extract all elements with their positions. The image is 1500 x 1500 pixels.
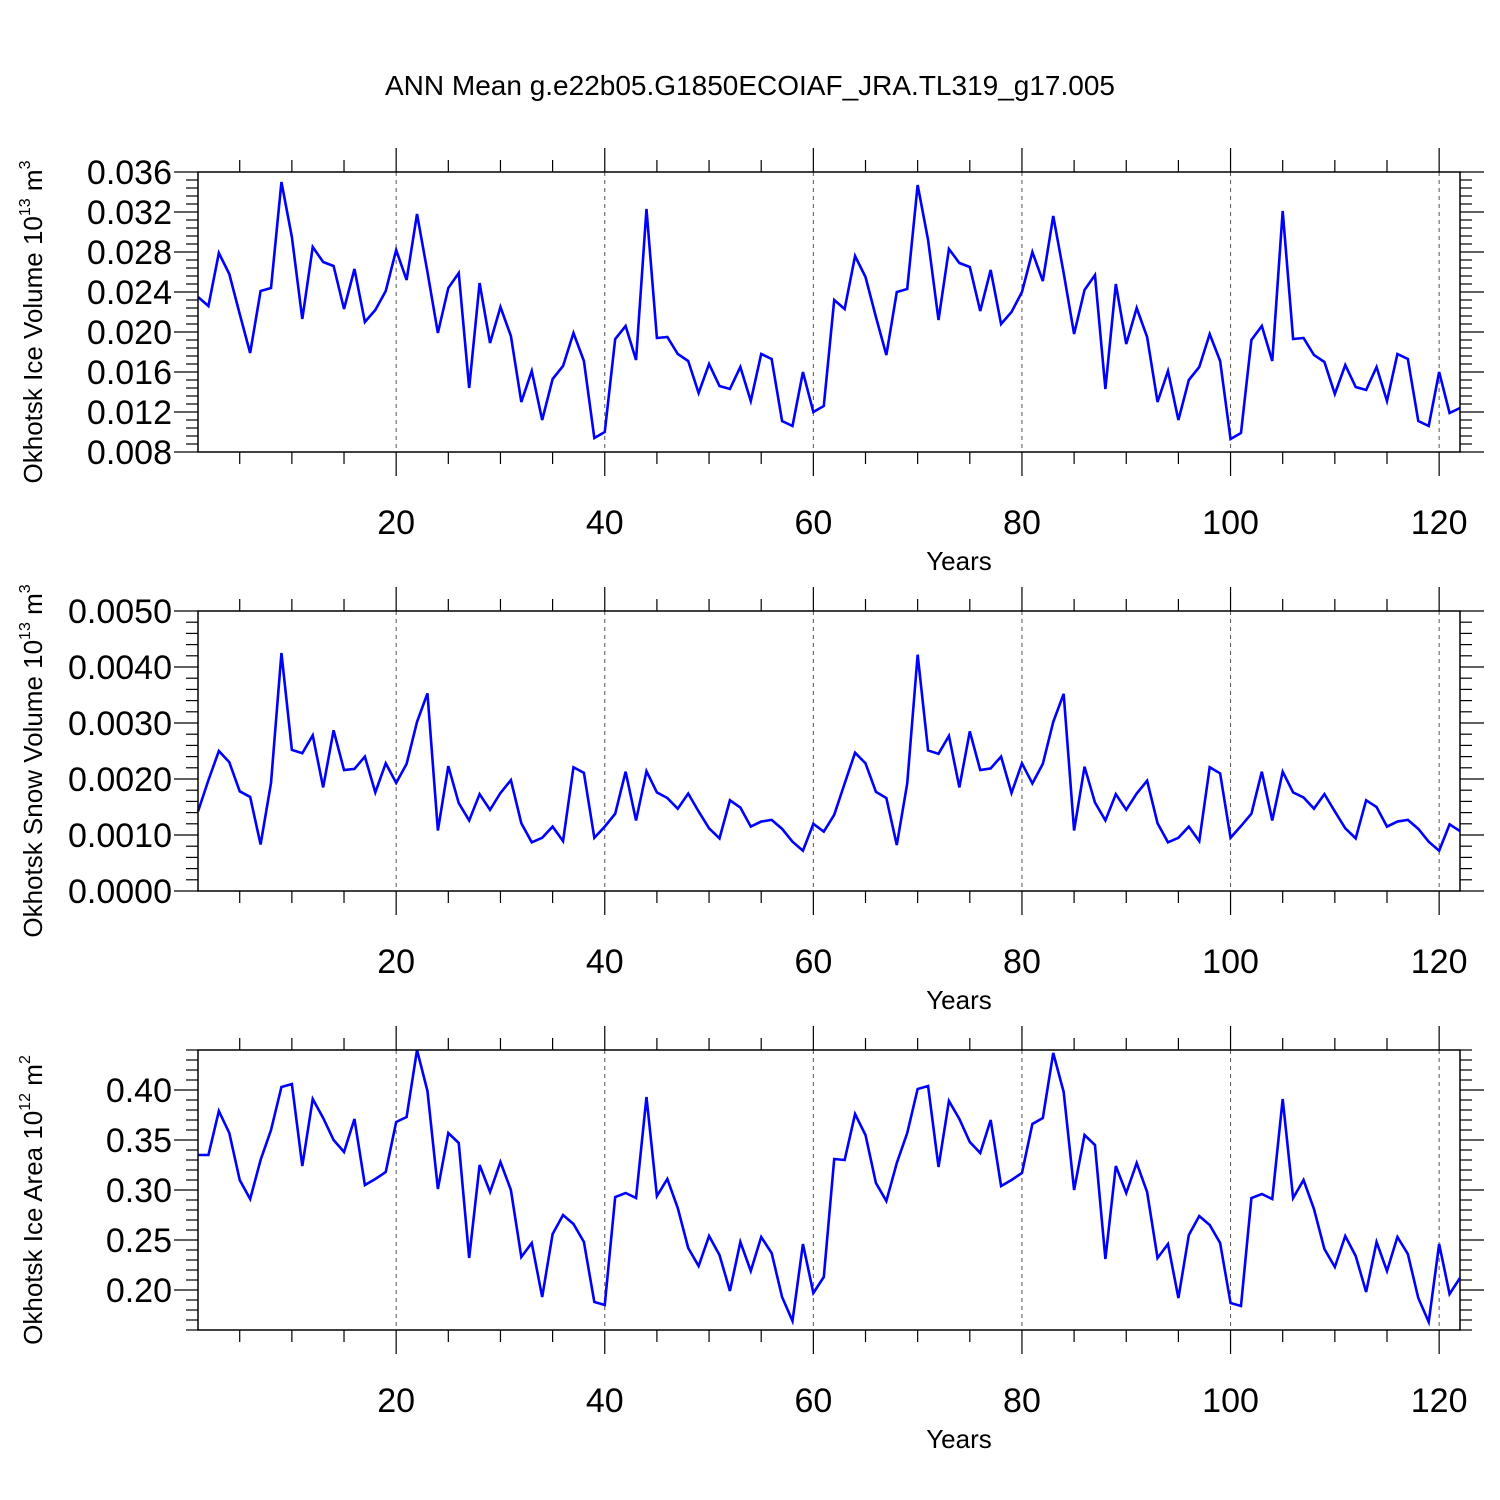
- plot-frame: [197, 1049, 1461, 1331]
- y-tick-label: 0.0020: [68, 761, 172, 799]
- y-tick-label: 0.35: [106, 1122, 172, 1160]
- y-tick-label: 0.0040: [68, 649, 172, 687]
- y-tick-label: 0.0000: [68, 873, 172, 911]
- y-tick-label: 0.40: [106, 1072, 172, 1110]
- y-tick-label: 0.020: [87, 314, 172, 352]
- y-tick-label: 0.25: [106, 1222, 172, 1260]
- x-axis-label: Years: [926, 546, 992, 576]
- x-tick-label: 60: [794, 504, 832, 542]
- x-tick-label: 60: [794, 1382, 832, 1420]
- panel-ice-volume: 20 40 60 80 100 1200.0080.0120.0160.0200.0240…: [17, 148, 1484, 576]
- y-tick-label: 0.028: [87, 234, 172, 272]
- x-tick-label: 40: [586, 943, 624, 981]
- panel-ice-area: 20 40 60 80 100 120 0.20 0.25 0.30 0.35 0.40 Years O…: [17, 1026, 1484, 1454]
- series-line: [198, 1049, 1462, 1327]
- y-axis-label: Okhotsk Snow Volume 1013 m3: [17, 584, 48, 937]
- x-tick-label: 20: [377, 504, 415, 542]
- y-tick-label: 0.024: [87, 274, 172, 312]
- x-tick-label: 120: [1411, 1382, 1468, 1420]
- y-tick-label: 0.016: [87, 354, 172, 392]
- y-tick-label: 0.032: [87, 194, 172, 232]
- x-tick-label: 120: [1411, 943, 1468, 981]
- x-tick-label: 120: [1411, 504, 1468, 542]
- panel-snow-volume: 20 40 60 80 100 120 0.0000 0.0010 0.0020 0.0030 0.…: [17, 584, 1484, 1015]
- y-tick-label: 0.036: [87, 154, 172, 192]
- x-tick-label: 20: [377, 1382, 415, 1420]
- x-tick-label: 80: [1003, 943, 1041, 981]
- y-axis-label: Okhotsk Ice Volume 1013 m3: [17, 160, 48, 483]
- x-tick-label: 60: [794, 943, 832, 981]
- y-tick-label: 0.0050: [68, 593, 172, 631]
- y-axis-label: Okhotsk Ice Area 1012 m2: [17, 1055, 48, 1345]
- plot-frame: [197, 171, 1461, 453]
- x-tick-label: 100: [1202, 943, 1259, 981]
- series-line: [197, 181, 1461, 442]
- plot-frame: [197, 610, 1461, 892]
- x-tick-label: 80: [1003, 1382, 1041, 1420]
- x-axis-label: Years: [926, 1424, 992, 1454]
- x-tick-label: 40: [586, 504, 624, 542]
- x-tick-label: 80: [1003, 504, 1041, 542]
- x-tick-label: 100: [1202, 1382, 1259, 1420]
- x-tick-label: 40: [586, 1382, 624, 1420]
- y-tick-label: 0.30: [106, 1172, 172, 1210]
- x-tick-label: 100: [1202, 504, 1259, 542]
- y-tick-label: 0.0030: [68, 705, 172, 743]
- y-tick-label: 0.012: [87, 394, 172, 432]
- figure-title: ANN Mean g.e22b05.G1850ECOIAF_JRA.TL319_…: [385, 70, 1115, 101]
- x-tick-label: 20: [377, 943, 415, 981]
- x-axis-label: Years: [926, 985, 992, 1015]
- y-tick-label: 0.008: [87, 434, 172, 472]
- series-line: [196, 652, 1461, 853]
- y-tick-label: 0.20: [106, 1272, 172, 1310]
- y-tick-label: 0.0010: [68, 817, 172, 855]
